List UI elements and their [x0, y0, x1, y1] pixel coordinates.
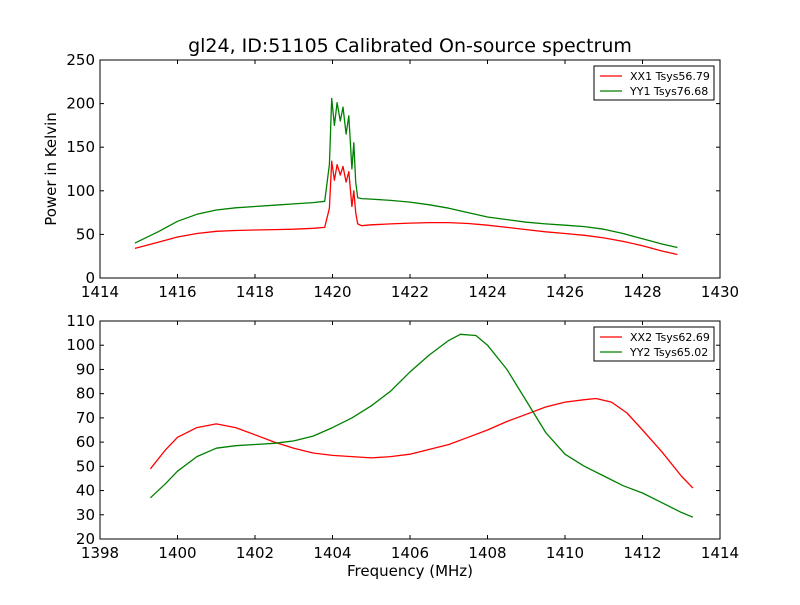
- y-tick-label: 50: [76, 225, 95, 243]
- x-tick-label: 1430: [701, 283, 739, 301]
- x-tick-label: 1426: [546, 283, 584, 301]
- x-tick-label: 1398: [81, 544, 119, 562]
- y-tick-label: 80: [76, 385, 95, 403]
- x-tick-label: 1408: [468, 544, 506, 562]
- y-tick-label: 30: [76, 506, 95, 524]
- y-tick-label: 40: [76, 482, 95, 500]
- series-line-1: [149, 397, 694, 489]
- x-tick-label: 1404: [313, 544, 351, 562]
- y-tick-label: 20: [76, 530, 95, 548]
- x-tick-label: 1406: [391, 544, 429, 562]
- x-tick-label: 1400: [158, 544, 196, 562]
- y-tick-label: 60: [76, 433, 95, 451]
- plot-panel-2: 1398 1400 1402 1404 1406 1408 1410 1412 1414 20 30…: [66, 312, 739, 580]
- x-tick-label: 1402: [236, 544, 274, 562]
- legend-label-2: YY1 Tsys76.68: [629, 85, 708, 98]
- y-tick-label: 100: [66, 336, 95, 354]
- y-tick-label: 70: [76, 409, 95, 427]
- y-tick-label: 50: [76, 457, 95, 475]
- y-tick-label: 250: [66, 51, 95, 69]
- series-line-2: [149, 333, 694, 518]
- legend-box: [593, 326, 715, 362]
- series-line-2: [134, 97, 678, 249]
- y-tick-label: 100: [66, 182, 95, 200]
- y-tick-label: 150: [66, 138, 95, 156]
- y-tick-label: 200: [66, 95, 95, 113]
- y-tick-label: 110: [66, 312, 95, 330]
- legend-label-1: XX2 Tsys62.69: [630, 331, 710, 344]
- legend: XX2 Tsys62.69 YY2 Tsys65.02: [593, 326, 715, 362]
- x-tick-label: 1414: [701, 544, 739, 562]
- chart-title: gl24, ID:51105 Calibrated On-source spec…: [188, 35, 632, 57]
- y-tick-label: 90: [76, 360, 95, 378]
- series-line-1: [134, 160, 678, 256]
- x-tick-label: 1410: [546, 544, 584, 562]
- x-tick-label: 1416: [158, 283, 196, 301]
- x-tick-label: 1428: [623, 283, 661, 301]
- x-tick-label: 1418: [236, 283, 274, 301]
- y-axis-label: Power in Kelvin: [42, 112, 60, 226]
- x-tick-label: 1414: [81, 283, 119, 301]
- legend-label-2: YY2 Tsys65.02: [629, 346, 708, 359]
- x-tick-label: 1412: [623, 544, 661, 562]
- x-axis-label: Frequency (MHz): [347, 562, 473, 580]
- x-tick-label: 1424: [468, 283, 506, 301]
- y-tick-label: 0: [85, 269, 95, 287]
- legend: XX1 Tsys56.79 YY1 Tsys76.68: [593, 65, 715, 101]
- x-tick-label: 1420: [313, 283, 351, 301]
- legend-box: [593, 65, 715, 101]
- plot-panel-1: 1414 1416 1418 1420 1422 1424 1426 1428 1430 0 50 1…: [42, 35, 739, 301]
- x-tick-label: 1422: [391, 283, 429, 301]
- legend-label-1: XX1 Tsys56.79: [630, 70, 710, 83]
